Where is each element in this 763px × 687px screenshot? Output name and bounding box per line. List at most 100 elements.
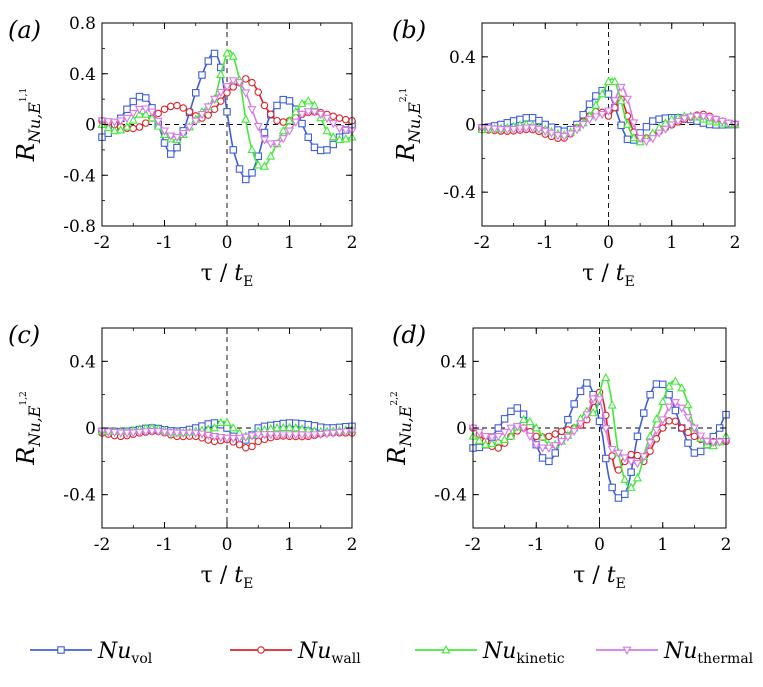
data-point-kinetic [487,438,497,448]
data-point-thermal [328,120,338,129]
data-point-wall [254,88,263,96]
data-point-thermal [670,399,680,408]
panel-label: (c) [8,321,40,349]
x-axis-label-t: t [616,261,625,286]
data-point-thermal [309,431,320,440]
x-tick-label: 1 [284,535,295,555]
x-tick-label: 1 [657,535,668,555]
data-point-vol [500,415,509,423]
data-point-thermal [660,125,670,134]
data-point-thermal [184,429,195,438]
data-point-thermal [512,423,522,432]
legend-label-wall: Nuwall [297,639,361,667]
data-point-thermal [172,429,182,438]
data-point-thermal [147,108,157,117]
data-point-wall [135,123,144,131]
data-point-kinetic [109,125,120,135]
data-point-vol [602,454,610,463]
data-point-thermal [297,431,307,440]
data-point-thermal [253,122,263,132]
data-point-thermal [553,132,563,141]
y-axis-label: RNu,E2,2 [383,391,415,465]
x-tick-label: 0 [603,233,614,253]
data-point-vol [279,95,287,104]
data-point-vol [595,417,604,426]
data-point-wall [173,101,181,110]
data-point-thermal [197,111,207,120]
y-axis-label-sub: Nu,E [396,405,415,447]
data-point-vol [129,97,138,106]
chart-panel-c: -2 -1 0 1 2 -0.4 0 0.4 (c) τ / tE RNu,E1,2 [8,321,357,592]
data-point-thermal [141,105,151,114]
data-point-vol [304,133,312,141]
data-point-vol [329,140,337,149]
data-point-thermal [109,428,120,438]
data-point-thermal [253,431,263,440]
chart-panel-d: -2 -1 0 1 2 -0.4 0 0.4 (d) τ / tE RNu,E2,2 [383,321,731,592]
data-point-thermal [178,129,188,139]
y-tick-label: -0.4 [434,486,467,506]
data-point-thermal [582,411,592,420]
data-point-thermal [686,113,696,122]
x-tick-label: 2 [721,535,732,555]
data-point-vol [160,139,169,147]
data-point-thermal [698,113,708,122]
x-axis-label: τ / tE [201,261,254,290]
data-point-wall [690,432,699,441]
data-point-kinetic [291,106,301,116]
data-point-thermal [711,116,721,125]
data-point-kinetic [147,113,157,122]
data-point-thermal [322,430,332,439]
data-point-kinetic [228,423,238,432]
data-point-kinetic [216,69,226,78]
data-point-thermal [645,439,655,448]
data-point-vol [649,117,657,125]
data-point-wall [260,101,269,110]
data-point-vol [235,165,244,173]
data-point-thermal [708,438,718,448]
data-point-vol [229,146,238,154]
y-axis-label-sub: Nu,E [25,102,44,144]
data-point-thermal [272,431,282,440]
data-point-thermal [528,124,538,133]
data-point-thermal [128,429,138,438]
data-point-kinetic [222,417,232,426]
data-point-vol [204,57,213,65]
data-point-thermal [601,425,611,434]
data-point-kinetic [632,473,642,482]
data-point-wall [248,442,256,451]
data-point-vol [123,105,131,114]
data-point-thermal [534,125,544,135]
legend-item-wall: Nuwall [230,639,361,667]
data-point-kinetic [116,125,126,134]
legend-label-thermal: Nuthermal [663,639,754,667]
data-point-wall [129,124,138,133]
data-point-wall [248,78,256,87]
data-point-kinetic [247,144,257,153]
legend-label-sub: vol [130,651,152,667]
data-point-kinetic [222,48,232,57]
data-point-wall [160,105,169,114]
data-point-thermal [334,429,345,438]
data-point-wall [154,109,163,118]
data-point-kinetic [658,396,668,405]
data-point-kinetic [259,161,270,170]
y-axis-label-sub: Nu,E [405,102,424,144]
y-axis-label-main: R [383,447,411,466]
legend-label-base: Nu [482,639,516,664]
x-axis-label-t: t [607,563,616,588]
panel-label: (d) [392,321,426,349]
data-point-thermal [153,428,163,437]
data-point-thermal [116,429,126,438]
data-point-kinetic [525,416,535,426]
data-point-wall [684,428,692,437]
data-point-thermal [531,441,541,450]
data-point-thermal [474,428,484,438]
data-point-wall [677,424,686,432]
data-point-wall [185,108,194,116]
data-point-thermal [540,127,550,137]
legend-label-vol: Nuvol [97,639,153,667]
data-point-vol [273,101,281,110]
data-point-thermal [622,95,633,105]
data-point-thermal [228,434,238,444]
